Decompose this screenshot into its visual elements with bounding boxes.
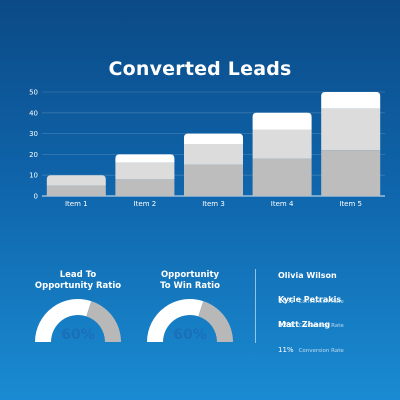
bar-segment: [46, 175, 106, 186]
y-tick-label: 30: [29, 130, 38, 138]
gauge-1-value-arc: [35, 299, 92, 342]
person-3: Matt Zhang 11% Conversion Rate: [278, 320, 388, 354]
divider: [255, 269, 256, 343]
x-tick-label: Item 2: [134, 200, 157, 208]
person-2-name: Kyrie Petrakis: [278, 295, 342, 304]
x-tick-label: Item 1: [65, 200, 88, 208]
bar-segment: [252, 158, 312, 196]
person-2-rate: 12% Conversion Rate: [278, 312, 388, 329]
person-1: Olivia Wilson 15% Conversion Rate: [278, 271, 388, 305]
gauge-1-rest-arc: [86, 301, 121, 342]
x-tick-label: Item 3: [202, 200, 225, 208]
y-tick-label: 40: [29, 109, 38, 117]
person-1-pct: 15%: [278, 297, 294, 305]
bar-segment: [321, 108, 381, 151]
person-3-pct: 11%: [278, 346, 294, 354]
y-tick-label: 0: [34, 193, 38, 201]
bar-segment: [321, 150, 381, 196]
gauge-2-label: Opportunity To Win Ratio: [135, 270, 245, 292]
bar-segment: [252, 129, 312, 159]
person-3-rate: 11% Conversion Rate: [278, 337, 388, 354]
gauge-2-value: 60%: [173, 327, 207, 343]
chart-title: Converted Leads: [108, 58, 292, 80]
gauge-1-value: 60%: [61, 327, 95, 343]
x-tick-label: Item 5: [339, 200, 362, 208]
person-1-rate-label: Conversion Rate: [298, 299, 344, 305]
bar-segment: [321, 92, 381, 109]
person-3-name: Matt Zhang: [278, 320, 331, 329]
bar-segment: [46, 185, 106, 196]
gauge-1-label-line2: Opportunity Ratio: [34, 281, 122, 291]
gauge-2-value-arc: [147, 299, 204, 342]
x-tick-label: Item 4: [271, 200, 294, 208]
y-tick-label: 50: [29, 89, 38, 97]
bar-segment: [115, 179, 175, 196]
person-1-rate: 15% Conversion Rate: [278, 288, 388, 305]
y-tick-label: 10: [29, 172, 38, 180]
gauge-2-rest-arc: [198, 301, 233, 342]
bar-segment: [115, 162, 175, 180]
gauge-1-label: Lead To Opportunity Ratio: [23, 270, 133, 292]
bar-segment: [184, 144, 243, 165]
person-2: Kyrie Petrakis 12% Conversion Rate: [278, 295, 388, 329]
person-1-name: Olivia Wilson: [278, 271, 337, 280]
bar-segment: [252, 112, 312, 130]
person-3-rate-label: Conversion Rate: [298, 348, 344, 354]
gauge-2-label-line2: To Win Ratio: [160, 281, 220, 291]
gauge-2-label-line1: Opportunity: [160, 270, 220, 280]
bar-segment: [115, 154, 175, 163]
person-2-rate-label: Conversion Rate: [298, 323, 344, 329]
y-tick-label: 20: [29, 151, 38, 159]
bar-segment: [184, 164, 243, 196]
bar-segment: [184, 133, 243, 144]
person-2-pct: 12%: [278, 321, 294, 329]
gauge-1-label-line1: Lead To: [59, 270, 97, 280]
